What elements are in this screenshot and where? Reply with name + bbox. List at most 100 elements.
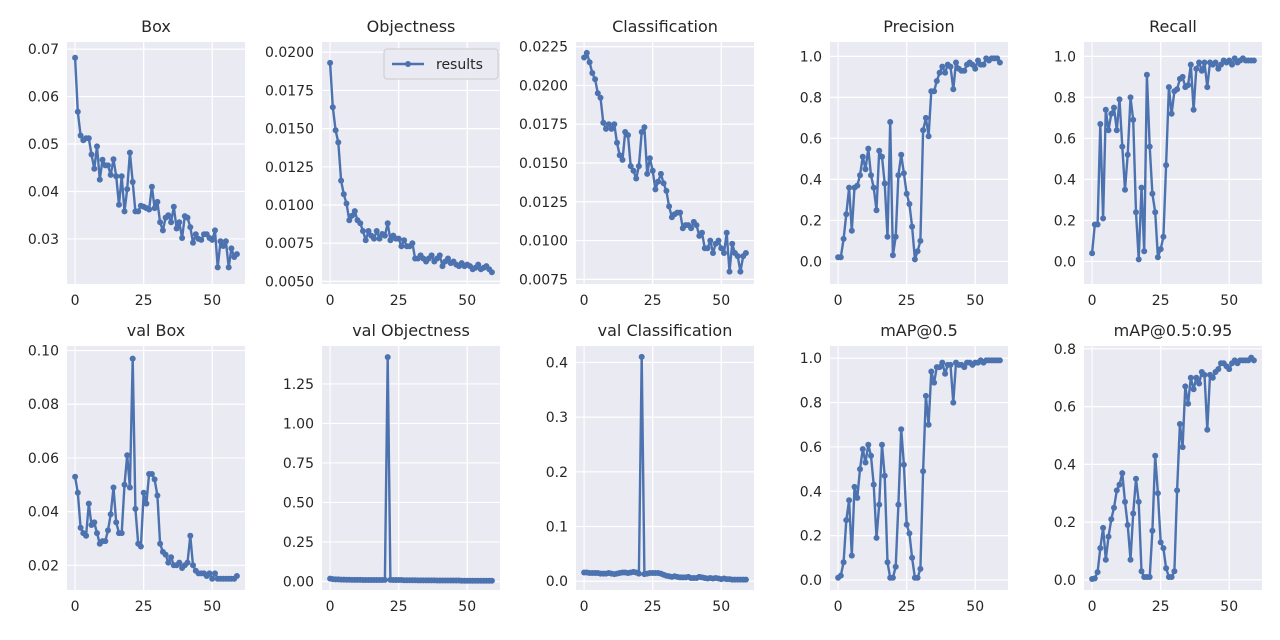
data-point (1154, 490, 1161, 497)
y-tick-label: 0.4 (1054, 172, 1076, 188)
data-point (212, 570, 218, 577)
plot-area (67, 346, 245, 590)
y-tick-label: 0.4 (546, 355, 568, 371)
data-point (837, 572, 844, 579)
data-point (110, 156, 117, 163)
data-point (1146, 143, 1153, 150)
data-point (1108, 516, 1115, 523)
data-point (1163, 162, 1170, 169)
data-point (616, 152, 623, 159)
data-point (116, 201, 122, 208)
data-point (1091, 575, 1098, 582)
data-point (137, 543, 144, 550)
data-point (143, 500, 150, 507)
y-tick-label: 0.75 (283, 456, 314, 472)
data-point (854, 182, 861, 189)
data-point (1201, 59, 1208, 66)
y-tick-label: 0.02 (28, 558, 59, 574)
data-point (742, 576, 749, 583)
data-point (1111, 104, 1117, 111)
y-tick-label: 0.50 (283, 495, 314, 511)
data-point (222, 238, 229, 245)
data-point (879, 153, 885, 160)
data-point (947, 63, 954, 70)
data-point (677, 209, 684, 216)
data-point (1250, 57, 1257, 64)
data-point (876, 501, 883, 508)
data-point (77, 524, 84, 531)
data-point (96, 176, 103, 183)
data-point (900, 170, 907, 177)
y-tick-label: 0.0175 (519, 117, 568, 133)
data-point (335, 139, 342, 146)
data-point (627, 163, 634, 170)
data-point (113, 519, 120, 526)
data-point (214, 264, 221, 271)
data-point (1102, 106, 1109, 113)
data-point (1190, 106, 1197, 113)
x-tick-label: 0 (326, 293, 335, 309)
y-tick-label: 0.6 (1054, 131, 1076, 147)
data-point (1154, 254, 1161, 261)
data-point (1196, 59, 1203, 66)
data-point (704, 245, 711, 252)
data-point (873, 207, 880, 214)
data-point (843, 211, 850, 218)
data-point (1127, 94, 1134, 101)
data-point (94, 530, 100, 537)
data-point (401, 237, 408, 244)
data-point (179, 235, 186, 241)
data-point (870, 184, 877, 191)
data-point (1193, 374, 1200, 381)
y-tick-label: 0.05 (28, 137, 59, 153)
data-point (1146, 574, 1153, 580)
data-point (217, 238, 224, 245)
data-point (126, 484, 133, 491)
data-point (909, 554, 916, 561)
chart-title: val Classification (598, 321, 733, 340)
data-point (176, 219, 183, 226)
data-point (710, 250, 716, 256)
data-point (105, 527, 111, 534)
data-point (384, 354, 391, 361)
data-point (1105, 533, 1112, 540)
x-tick-label: 0 (580, 293, 589, 309)
plot-area (830, 346, 1008, 590)
data-point (384, 220, 391, 227)
data-point (657, 170, 664, 177)
data-point (1204, 84, 1211, 91)
y-tick-label: 0.3 (546, 410, 568, 426)
data-point (445, 255, 451, 262)
legend-label: results (436, 57, 483, 73)
data-point (1209, 374, 1216, 381)
data-point (1113, 127, 1120, 134)
data-point (1165, 84, 1172, 91)
x-tick-label: 25 (898, 599, 916, 615)
y-tick-label: 0.8 (800, 90, 822, 106)
data-point (608, 125, 615, 132)
data-point (644, 170, 651, 177)
data-point (1190, 386, 1197, 393)
data-point (77, 132, 84, 139)
y-tick-label: 0.0 (800, 573, 822, 589)
data-point (862, 459, 869, 466)
data-point (1100, 215, 1107, 222)
data-point (349, 212, 355, 219)
data-point (184, 559, 191, 566)
data-point (840, 235, 847, 242)
data-point (917, 237, 924, 244)
data-point (83, 532, 90, 539)
legend: results (383, 48, 499, 80)
y-tick-label: 0.0125 (519, 195, 568, 211)
data-point (233, 251, 240, 258)
data-point (854, 494, 861, 501)
data-point (597, 94, 604, 101)
data-point (1138, 184, 1145, 191)
x-tick-label: 50 (458, 293, 476, 309)
data-point (903, 190, 910, 197)
y-tick-label: 0.0225 (519, 40, 568, 56)
data-point (737, 268, 744, 275)
data-point (124, 452, 131, 459)
data-point (1094, 221, 1101, 228)
data-point (881, 180, 888, 187)
